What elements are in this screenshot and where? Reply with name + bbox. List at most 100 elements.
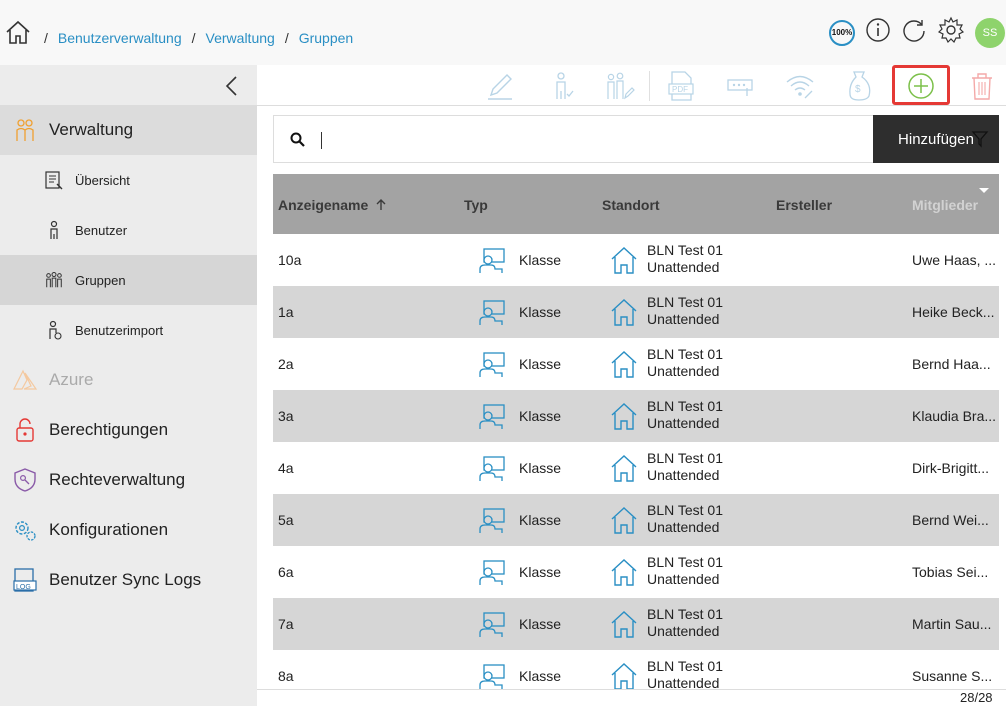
user-check-icon[interactable]: [545, 68, 581, 104]
class-icon: [478, 662, 506, 690]
sidebar-item-benutzerimport[interactable]: Benutzerimport: [0, 305, 257, 355]
breadcrumb-separator: /: [191, 30, 196, 46]
sidebar-item-konfigurationen[interactable]: Konfigurationen: [0, 505, 257, 555]
cell-name: 5a: [278, 512, 294, 528]
location-line: BLN Test 01: [647, 554, 724, 570]
cell-name: 2a: [278, 356, 294, 372]
column-header-label: Anzeigename: [278, 197, 369, 213]
pdf-icon[interactable]: PDF: [663, 68, 699, 104]
cell-type: Klasse: [519, 356, 562, 372]
cell-name: 7a: [278, 616, 294, 632]
avatar[interactable]: SS: [975, 17, 1005, 48]
location-line: BLN Test 01: [647, 242, 724, 258]
cell-members: Bernd Haa...: [912, 356, 991, 372]
log-icon: LOG: [12, 567, 38, 593]
sidebar-item-benutzer[interactable]: Benutzer: [0, 205, 257, 255]
password-icon[interactable]: [722, 68, 758, 104]
table-row[interactable]: 2a Klasse BLN Test 01 Unattended Bernd Ha…: [273, 338, 999, 390]
location-house-icon: [610, 661, 638, 690]
cell-name: 10a: [278, 252, 302, 268]
column-header-anzeigename[interactable]: Anzeigename: [278, 197, 386, 213]
table-row[interactable]: 1a Klasse BLN Test 01 Unattended Heike Be…: [273, 286, 999, 338]
location-house-icon: [610, 297, 638, 330]
table-row[interactable]: 3a Klasse BLN Test 01 Unattended Klaudia …: [273, 390, 999, 442]
cell-name: 6a: [278, 564, 294, 580]
group-edit-icon[interactable]: [602, 68, 638, 104]
cell-name: 3a: [278, 408, 294, 424]
cell-name: 4a: [278, 460, 294, 476]
money-bag-icon[interactable]: $: [842, 68, 878, 104]
column-header-ersteller[interactable]: Ersteller: [776, 197, 833, 213]
class-icon: [478, 558, 506, 589]
cell-location: BLN Test 01 Unattended: [647, 554, 723, 588]
text-cursor: [321, 132, 322, 149]
class-icon: [478, 506, 506, 537]
info-icon[interactable]: [865, 17, 891, 48]
breadcrumb-benutzerverwaltung[interactable]: Benutzerverwaltung: [57, 30, 182, 46]
column-header-standort[interactable]: Standort: [602, 197, 660, 213]
wifi-icon[interactable]: [782, 68, 818, 104]
trash-icon[interactable]: [964, 68, 1000, 104]
gears-icon: [12, 517, 38, 543]
location-line: BLN Test 01: [647, 294, 724, 310]
svg-text:LOG: LOG: [16, 584, 31, 591]
footer-divider: [257, 689, 1006, 690]
column-menu-caret-icon[interactable]: [979, 188, 989, 193]
sidebar: Verwaltung Übersicht Benutzer Gruppen Be…: [0, 65, 257, 706]
location-line: Unattended: [647, 311, 720, 327]
search-input[interactable]: [324, 128, 824, 152]
table-row[interactable]: 7a Klasse BLN Test 01 Unattended Martin S…: [273, 598, 999, 650]
cell-name: 8a: [278, 668, 294, 684]
table-row[interactable]: 8a Klasse BLN Test 01 Unattended Susanne …: [273, 650, 999, 690]
cell-location: BLN Test 01 Unattended: [647, 294, 723, 328]
cell-location: BLN Test 01 Unattended: [647, 398, 723, 432]
location-house-icon: [610, 609, 638, 642]
breadcrumb-gruppen[interactable]: Gruppen: [298, 30, 354, 46]
sidebar-item-rechteverwaltung[interactable]: Rechteverwaltung: [0, 455, 257, 505]
sidebar-item-berechtigungen[interactable]: Berechtigungen: [0, 405, 257, 455]
sidebar-item-benutzer-sync-logs[interactable]: LOG Benutzer Sync Logs: [0, 555, 257, 605]
location-line: BLN Test 01: [647, 606, 724, 622]
table-row[interactable]: 4a Klasse BLN Test 01 Unattended Dirk-Bri…: [273, 442, 999, 494]
class-icon: [478, 402, 506, 433]
cell-type: Klasse: [519, 460, 562, 476]
breadcrumb-verwaltung[interactable]: Verwaltung: [205, 30, 275, 46]
refresh-icon[interactable]: [901, 17, 927, 48]
column-header-typ[interactable]: Typ: [464, 197, 488, 213]
filter-icon[interactable]: [971, 130, 989, 153]
cell-type: Klasse: [519, 252, 562, 268]
table-row[interactable]: 5a Klasse BLN Test 01 Unattended Bernd We…: [273, 494, 999, 546]
breadcrumb-separator: /: [44, 30, 48, 46]
sort-ascending-icon: [376, 197, 386, 213]
user-icon: [44, 220, 64, 240]
gear-icon[interactable]: [937, 16, 965, 49]
sidebar-item-label: Rechteverwaltung: [49, 470, 186, 489]
sidebar-item-azure[interactable]: Azure: [0, 355, 257, 405]
row-count: 28/28: [960, 690, 993, 705]
add-button[interactable]: Hinzufügen: [873, 115, 999, 163]
sidebar-item-verwaltung[interactable]: Verwaltung: [0, 105, 257, 155]
sidebar-item-label: Konfigurationen: [49, 520, 169, 539]
sidebar-item-uebersicht[interactable]: Übersicht: [0, 155, 257, 205]
svg-text:$: $: [855, 84, 861, 95]
column-header-mitglieder[interactable]: Mitglieder: [912, 197, 979, 213]
top-bar: / Benutzerverwaltung / Verwaltung / Grup…: [0, 0, 1006, 65]
table-row[interactable]: 10a Klasse BLN Test 01 Unattended Uwe Haa…: [273, 234, 999, 286]
group-icon: [44, 270, 64, 290]
location-line: Unattended: [647, 467, 720, 483]
cell-location: BLN Test 01 Unattended: [647, 502, 723, 536]
cell-members: Uwe Haas, ...: [912, 252, 997, 268]
home-icon[interactable]: [5, 19, 31, 50]
sidebar-item-label: Benutzer Sync Logs: [49, 570, 202, 589]
cell-type: Klasse: [519, 668, 562, 684]
sidebar-item-gruppen[interactable]: Gruppen: [0, 255, 257, 305]
class-icon: [478, 298, 506, 329]
add-circle-icon[interactable]: [903, 68, 939, 104]
zoom-badge[interactable]: 100%: [829, 19, 855, 46]
add-highlight-frame: [892, 65, 950, 105]
chevron-left-icon[interactable]: [224, 75, 240, 102]
location-line: BLN Test 01: [647, 398, 724, 414]
sidebar-item-label: Azure: [49, 370, 94, 389]
edit-icon[interactable]: [482, 68, 518, 104]
table-row[interactable]: 6a Klasse BLN Test 01 Unattended Tobias S…: [273, 546, 999, 598]
